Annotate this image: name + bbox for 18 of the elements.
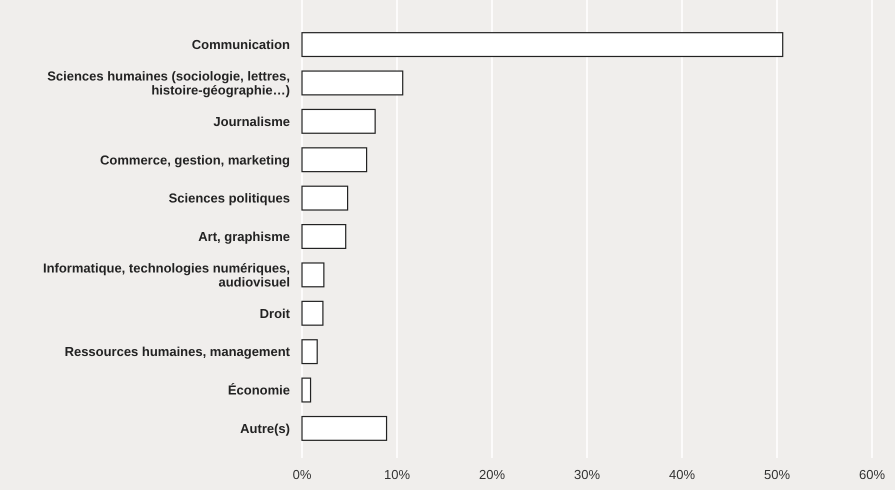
y-tick-label: Commerce, gestion, marketing: [100, 152, 290, 168]
y-tick-label: Art, graphisme: [198, 229, 290, 244]
y-tick-label: Droit: [260, 306, 291, 321]
y-tick-label: Sciences humaines (sociologie, lettres, histoire-géographie…): [47, 68, 290, 98]
x-tick-label: 40%: [668, 467, 696, 482]
x-tick-label: 60%: [858, 467, 886, 482]
x-tick-label: 10%: [384, 467, 410, 482]
y-tick-label: Sciences politiques: [168, 190, 290, 206]
y-tick-label: Ressources humaines, management: [64, 344, 291, 360]
x-tick-label: 0%: [292, 467, 312, 482]
x-tick-label: 20%: [478, 467, 506, 482]
y-tick-label: Informatique, technologies numériques, audiovisuel: [42, 260, 290, 290]
y-tick-label: Autre(s): [240, 420, 290, 436]
y-tick-label: Journalisme: [213, 114, 290, 129]
x-tick-label: 50%: [764, 467, 790, 482]
y-tick-label: Communication: [192, 37, 290, 52]
y-tick-label: Économie: [228, 382, 290, 398]
x-tick-label: 30%: [574, 467, 600, 482]
